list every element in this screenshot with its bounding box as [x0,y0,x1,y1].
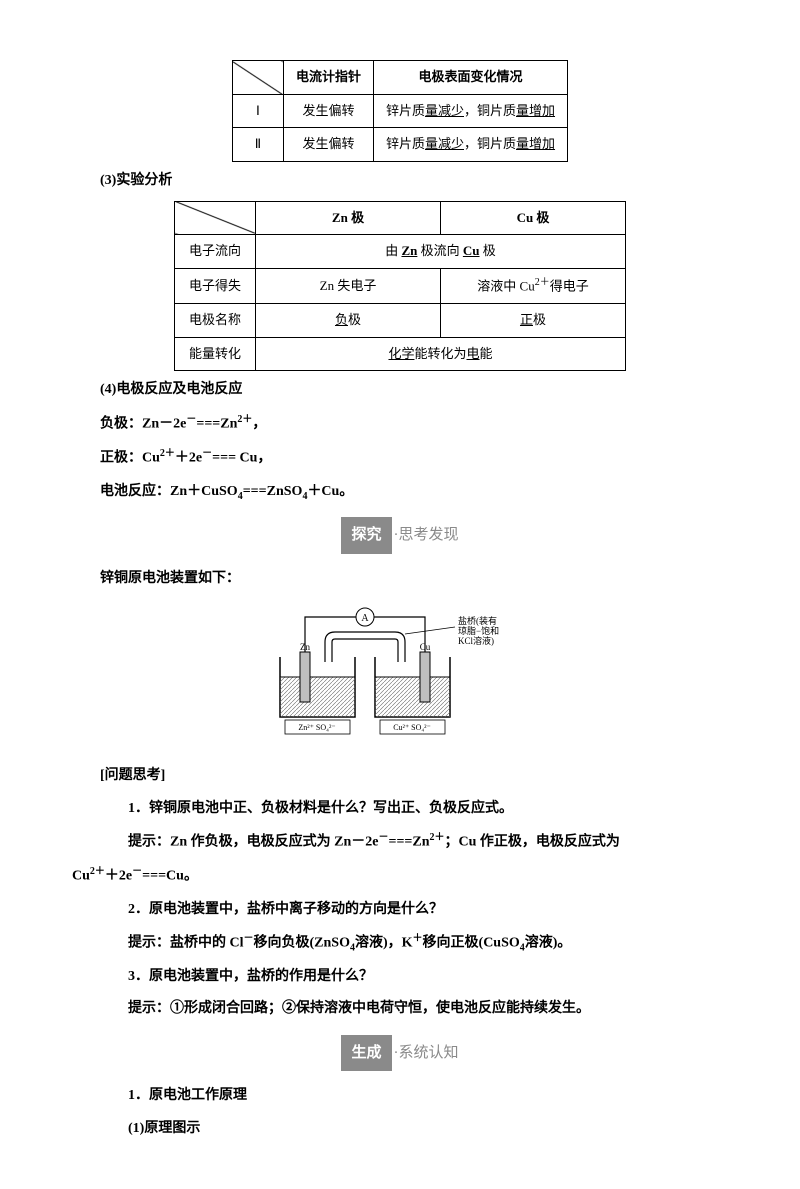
table-row: Ⅱ 发生偏转 锌片质量减少，铜片质量增加 [232,128,567,162]
row-label: Ⅱ [232,128,283,162]
answer: 提示：盐桥中的 Cl－移向负极(ZnSO4溶液)，K＋移向正极(CuSO4溶液)… [100,929,700,957]
cell: 正极 [441,304,626,338]
cell: 溶液中 Cu2＋得电子 [441,269,626,304]
answer: 提示：①形成闭合回路；②保持溶液中电荷守恒，使电池反应能持续发生。 [100,996,700,1023]
col-header: 电流计指针 [283,61,373,95]
row-label: 能量转化 [175,337,256,371]
banner-box: 探究 [341,517,391,554]
question-block-heading: [问题思考] [100,763,700,790]
banner-text: ·思考发现 [394,521,459,550]
col-header: Zn 极 [256,201,441,235]
subsection-heading: (1)原理图示 [100,1116,700,1143]
table-row: 电极名称 负极 正极 [175,304,626,338]
table-row: 电子得失 Zn 失电子 溶液中 Cu2＋得电子 [175,269,626,304]
row-label: Ⅰ [232,94,283,128]
row-label: 电子流向 [175,235,256,269]
diagram-intro: 锌铜原电池装置如下： [100,566,700,593]
cell: 发生偏转 [283,94,373,128]
diag-cell [232,61,283,95]
section-banner: 生成·系统认知 [100,1035,700,1072]
table-row: 能量转化 化学能转化为电能 [175,337,626,371]
cell: 锌片质量减少，铜片质量增加 [373,128,567,162]
table-row: 电子流向 由 Zn 极流向 Cu 极 [175,235,626,269]
galvanic-cell-diagram: A Zn Cu Zn²⁺ SO₄²⁻ Cu²⁺ SO₄²⁻ 盐桥(装有 琼脂−饱… [100,602,700,753]
col-header: Cu 极 [441,201,626,235]
svg-text:KCl溶液): KCl溶液) [458,635,494,646]
section-heading: (3)实验分析 [100,168,700,195]
question: 1．锌铜原电池中正、负极材料是什么？写出正、负极反应式。 [100,796,700,823]
row-label: 电子得失 [175,269,256,304]
equation: 正极：Cu2＋＋2e－=== Cu， [100,444,700,472]
salt-bridge-label: 盐桥(装有 [458,615,497,626]
section-banner: 探究·思考发现 [100,517,700,554]
question: 3．原电池装置中，盐桥的作用是什么？ [100,964,700,991]
right-solution-ions: Cu²⁺ SO₄²⁻ [393,723,431,732]
cell: 由 Zn 极流向 Cu 极 [256,235,626,269]
section-heading: (4)电极反应及电池反应 [100,377,700,404]
col-header: 电极表面变化情况 [373,61,567,95]
section-heading: 1．原电池工作原理 [100,1083,700,1110]
left-solution-ions: Zn²⁺ SO₄²⁻ [298,723,335,732]
experiment-observation-table: 电流计指针 电极表面变化情况 Ⅰ 发生偏转 锌片质量减少，铜片质量增加 Ⅱ 发生… [232,60,568,162]
analysis-table: Zn 极 Cu 极 电子流向 由 Zn 极流向 Cu 极 电子得失 Zn 失电子… [174,201,626,372]
equation: 负极：Zn－2e－===Zn2＋， [100,410,700,438]
zn-electrode-label: Zn [300,642,310,652]
question: 2．原电池装置中，盐桥中离子移动的方向是什么？ [100,897,700,924]
cell: 负极 [256,304,441,338]
banner-box: 生成 [341,1035,391,1072]
cell: 发生偏转 [283,128,373,162]
cell: 锌片质量减少，铜片质量增加 [373,94,567,128]
cu-electrode-label: Cu [420,642,431,652]
ammeter-label: A [361,613,369,624]
equation: 电池反应：Zn＋CuSO4===ZnSO4＋Cu。 [100,479,700,506]
answer-cont: Cu2＋＋2e－===Cu。 [72,862,700,890]
cell: 化学能转化为电能 [256,337,626,371]
table-row: Ⅰ 发生偏转 锌片质量减少，铜片质量增加 [232,94,567,128]
banner-text: ·系统认知 [394,1039,459,1068]
answer: 提示：Zn 作负极，电极反应式为 Zn－2e－===Zn2＋；Cu 作正极，电极… [100,828,700,856]
row-label: 电极名称 [175,304,256,338]
svg-text:琼脂−饱和: 琼脂−饱和 [458,625,499,636]
diag-cell [175,201,256,235]
cell: Zn 失电子 [256,269,441,304]
